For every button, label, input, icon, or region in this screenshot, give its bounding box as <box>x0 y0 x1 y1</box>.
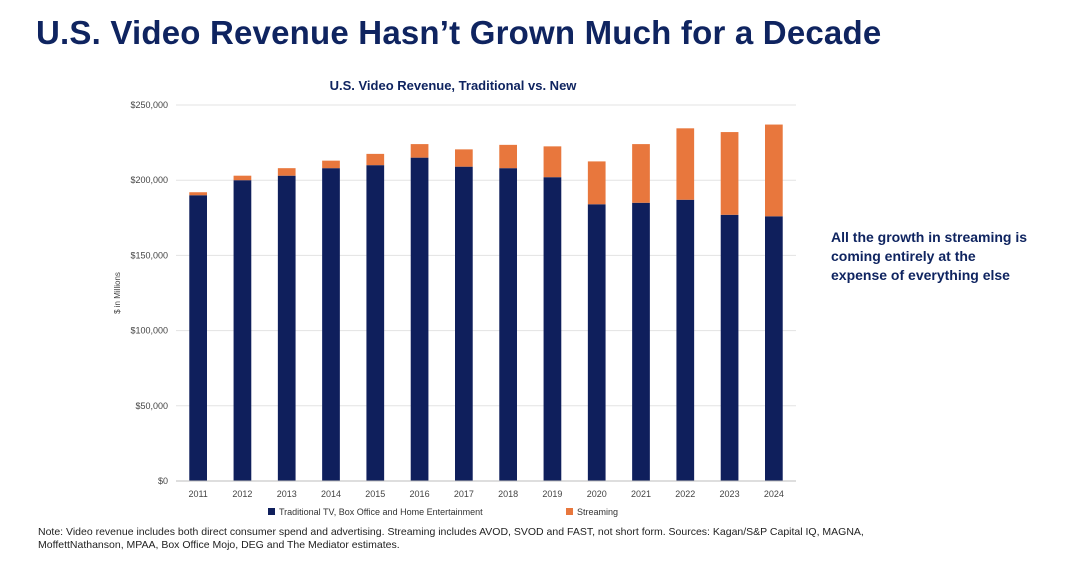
y-tick-label: $50,000 <box>135 401 168 411</box>
x-tick-label: 2022 <box>675 489 695 499</box>
legend-swatch-traditional <box>268 508 275 515</box>
bar-traditional-2021 <box>632 202 650 481</box>
bar-streaming-2013 <box>277 168 296 176</box>
bar-streaming-2018 <box>499 144 517 169</box>
legend: Traditional TV, Box Office and Home Ente… <box>268 507 618 517</box>
bar-streaming-2017 <box>455 149 473 167</box>
bar-streaming-2015 <box>366 153 385 166</box>
bar-streaming-2012 <box>233 175 252 181</box>
callout-text: All the growth in streaming is coming en… <box>831 229 1028 283</box>
x-tick-label: 2013 <box>277 489 297 499</box>
bar-traditional-2024 <box>765 216 783 481</box>
y-tick-label: $250,000 <box>130 100 168 110</box>
bar-streaming-2011 <box>189 192 207 196</box>
bar-streaming-2023 <box>720 132 739 215</box>
y-tick-label: $200,000 <box>130 175 168 185</box>
bar-streaming-2021 <box>632 144 650 203</box>
x-tick-label: 2015 <box>365 489 385 499</box>
bar-traditional-2017 <box>455 166 473 481</box>
x-tick-label: 2011 <box>188 489 207 499</box>
axes: $0 $50,000 $100,000 $150,000 $200,000 $250,00… <box>130 100 796 499</box>
x-tick-label: 2021 <box>631 489 651 499</box>
bar-traditional-2018 <box>499 168 517 481</box>
legend-swatch-streaming <box>566 508 573 515</box>
bar-traditional-2012 <box>233 180 252 481</box>
bar-traditional-2011 <box>189 195 207 482</box>
y-tick-label: $150,000 <box>130 250 168 260</box>
bar-traditional-2015 <box>366 165 385 481</box>
bar-streaming-2024 <box>765 124 783 217</box>
bars <box>189 124 783 482</box>
bar-streaming-2014 <box>322 160 340 169</box>
bar-streaming-2022 <box>676 128 695 200</box>
y-tick-label: $0 <box>158 476 168 486</box>
x-tick-label: 2018 <box>498 489 518 499</box>
bar-streaming-2019 <box>543 146 562 178</box>
footnote: Note: Video revenue includes both direct… <box>38 526 864 551</box>
bar-traditional-2016 <box>410 157 429 481</box>
x-tick-label: 2014 <box>321 489 341 499</box>
bar-traditional-2014 <box>322 168 340 481</box>
x-tick-label: 2023 <box>720 489 740 499</box>
x-tick-label: 2024 <box>764 489 784 499</box>
x-tick-label: 2019 <box>542 489 562 499</box>
x-tick-label: 2016 <box>410 489 430 499</box>
y-tick-label: $100,000 <box>130 326 168 336</box>
bar-traditional-2022 <box>676 199 695 481</box>
bar-streaming-2020 <box>587 161 606 205</box>
y-axis-label: $ in Millions <box>113 272 122 314</box>
bar-traditional-2023 <box>720 214 739 482</box>
gridlines <box>176 104 796 407</box>
bar-traditional-2019 <box>543 177 562 481</box>
x-tick-label: 2017 <box>454 489 474 499</box>
bar-traditional-2020 <box>587 204 606 481</box>
slide-title: U.S. Video Revenue Hasn’t Grown Much for… <box>36 14 882 51</box>
x-tick-label: 2012 <box>232 489 252 499</box>
x-tick-label: 2020 <box>587 489 607 499</box>
legend-label-streaming: Streaming <box>577 507 618 517</box>
bar-traditional-2013 <box>277 175 296 482</box>
legend-label-traditional: Traditional TV, Box Office and Home Ente… <box>279 507 483 517</box>
chart-title: U.S. Video Revenue, Traditional vs. New <box>330 78 578 93</box>
bar-streaming-2016 <box>410 144 429 158</box>
